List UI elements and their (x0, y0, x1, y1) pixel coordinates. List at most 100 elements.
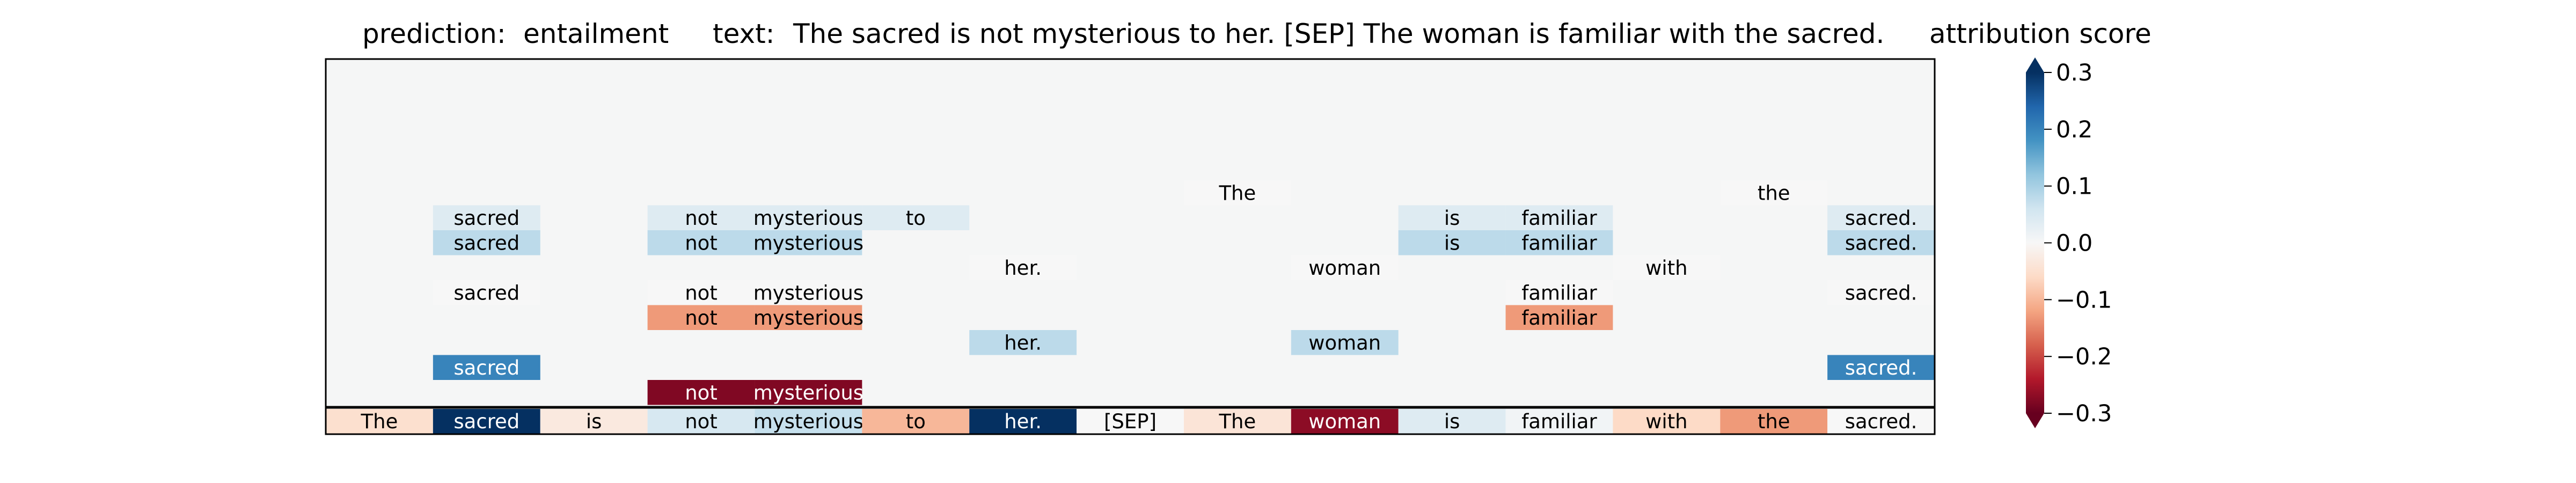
row8-token-cell (433, 355, 540, 380)
sequence-token-label: to (906, 410, 926, 433)
sequence-token-cell (647, 409, 755, 434)
sequence-token-label: is (1444, 410, 1460, 433)
row5-token-cell (1827, 280, 1935, 305)
row2-token-cell (1505, 205, 1613, 230)
row2-token-label: familiar (1521, 207, 1597, 230)
sequence-token-label: familiar (1521, 410, 1597, 433)
row6-token-cell (1505, 305, 1613, 330)
row2-token-cell (862, 205, 970, 230)
row2-token-label: not (685, 207, 718, 230)
row4-token-label: her. (1004, 257, 1042, 280)
row9-token-cell (647, 380, 755, 405)
colorbar-tick-label: 0.1 (2056, 173, 2092, 200)
sequence-token-label: The (1218, 410, 1256, 433)
sequence-token-cell (1720, 409, 1828, 434)
row3-token-cell (1505, 230, 1613, 255)
colorbar-gradient (2026, 72, 2044, 413)
colorbar-extend-top (2026, 57, 2044, 72)
sequence-token-label: with (1645, 410, 1688, 433)
sequence-token-cell (755, 409, 862, 434)
row2-token-label: sacred (453, 207, 519, 230)
row9-token-cell (755, 380, 862, 405)
row2-token-cell (755, 205, 862, 230)
row2-token-cell (433, 205, 540, 230)
row5-token-label: not (685, 281, 718, 304)
row3-token-label: mysterious (753, 231, 863, 254)
row3-token-cell (1827, 230, 1935, 255)
sequence-token-cell (326, 409, 433, 434)
row5-token-label: sacred (453, 281, 519, 304)
row3-token-label: is (1444, 231, 1460, 254)
row6-token-label: not (685, 306, 718, 330)
text-label: text: (713, 18, 775, 49)
row2-token-label: sacred. (1845, 207, 1918, 230)
heatmap: The the sacred not mysterious to is familiar sac… (325, 58, 1936, 435)
sequence-token-label: is (586, 410, 602, 433)
sequence-token-cell (433, 409, 540, 434)
colorbar-tick-label: 0.3 (2056, 60, 2092, 86)
sequence-token-label: sacred. (1845, 410, 1918, 433)
colorbar-tick-label: −0.2 (2056, 343, 2112, 370)
colorbar-title: attribution score (1929, 18, 2151, 49)
sequence-token-cell (1505, 409, 1613, 434)
row2-token-label: mysterious (753, 207, 863, 230)
colorbar-tick-label: 0.2 (2056, 116, 2092, 143)
row6-token-cell (647, 305, 755, 330)
colorbar-tick-label: 0.0 (2056, 230, 2092, 257)
plot-background (326, 59, 1935, 434)
row6-token-cell (755, 305, 862, 330)
sequence-token-cell (1398, 409, 1506, 434)
row7-token-cell (1291, 330, 1399, 355)
sequence-token-label: not (685, 410, 718, 433)
row8-token-cell (1827, 355, 1935, 380)
colorbar-tick-label: −0.3 (2056, 400, 2112, 427)
row4-token-cell (1291, 255, 1399, 280)
row1-token-label: the (1758, 181, 1790, 204)
row7-token-label: her. (1004, 331, 1042, 354)
sequence-token-cell (1183, 409, 1291, 434)
row4-token-cell (1613, 255, 1721, 280)
row3-token-cell (755, 230, 862, 255)
plot-frame (325, 58, 1936, 435)
sequence-token-cell (540, 409, 648, 434)
sequence-token-label: the (1758, 410, 1790, 433)
row2-token-cell (1827, 205, 1935, 230)
sequence-token-cell (1291, 409, 1399, 434)
row8-token-label: sacred (453, 356, 519, 379)
row4-token-cell (969, 255, 1077, 280)
row3-token-cell (647, 230, 755, 255)
row5-token-label: sacred. (1845, 281, 1918, 304)
row3-token-cell (1398, 230, 1506, 255)
row5-token-cell (1505, 280, 1613, 305)
row2-token-cell (1398, 205, 1506, 230)
prediction-label: prediction: (362, 18, 506, 49)
row3-token-label: sacred. (1845, 231, 1918, 254)
row2-token-label: is (1444, 207, 1460, 230)
prediction-value: entailment (523, 18, 669, 49)
text-value: The sacred is not mysterious to her. [SE… (793, 18, 1884, 49)
colorbar-tick-label: −0.1 (2056, 287, 2112, 313)
sequence-token-cell (1077, 409, 1184, 434)
row1-token-cell (1183, 180, 1291, 206)
sequence-token-label: woman (1308, 410, 1381, 433)
row3-token-label: familiar (1521, 231, 1597, 254)
row2-token-cell (647, 205, 755, 230)
row5-token-label: mysterious (753, 281, 863, 304)
colorbar-extend-bottom (2026, 413, 2044, 428)
row5-token-cell (647, 280, 755, 305)
sequence-token-cell (969, 409, 1077, 434)
sequence-token-label: her. (1004, 410, 1042, 433)
colorbar: 0.3 0.2 0.1 0.0 −0.1 −0.2 −0.3 (2026, 57, 2112, 428)
row9-token-label: mysterious (753, 381, 863, 404)
row5-token-cell (433, 280, 540, 305)
row5-token-label: familiar (1521, 281, 1597, 304)
row8-token-label: sacred. (1845, 356, 1918, 379)
sequence-token-cell (1613, 409, 1721, 434)
row1-token-label: The (1218, 181, 1256, 204)
sequence-token-cell (862, 409, 970, 434)
sequence-token-label: [SEP] (1104, 410, 1157, 433)
sequence-token-label: sacred (453, 410, 519, 433)
row7-token-cell (969, 330, 1077, 355)
row3-token-label: not (685, 231, 718, 254)
